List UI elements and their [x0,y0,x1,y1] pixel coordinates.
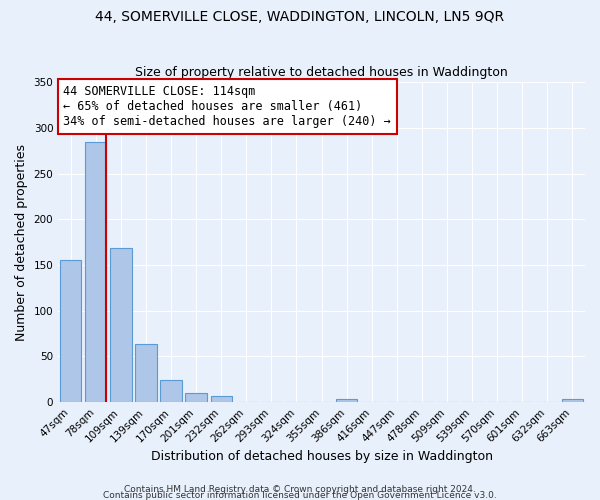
Bar [110,248,131,402]
Y-axis label: Number of detached properties: Number of detached properties [15,144,28,340]
Text: 44, SOMERVILLE CLOSE, WADDINGTON, LINCOLN, LN5 9QR: 44, SOMERVILLE CLOSE, WADDINGTON, LINCOL… [95,10,505,24]
Bar [185,393,207,402]
Bar [211,396,232,402]
X-axis label: Distribution of detached houses by size in Waddington: Distribution of detached houses by size … [151,450,493,462]
Bar [136,344,157,402]
Bar [160,380,182,402]
Bar [336,400,358,402]
Bar [60,260,82,402]
Bar [85,142,106,402]
Text: 44 SOMERVILLE CLOSE: 114sqm
← 65% of detached houses are smaller (461)
34% of se: 44 SOMERVILLE CLOSE: 114sqm ← 65% of det… [64,86,391,128]
Text: Contains public sector information licensed under the Open Government Licence v3: Contains public sector information licen… [103,490,497,500]
Text: Contains HM Land Registry data © Crown copyright and database right 2024.: Contains HM Land Registry data © Crown c… [124,484,476,494]
Title: Size of property relative to detached houses in Waddington: Size of property relative to detached ho… [135,66,508,80]
Bar [562,400,583,402]
